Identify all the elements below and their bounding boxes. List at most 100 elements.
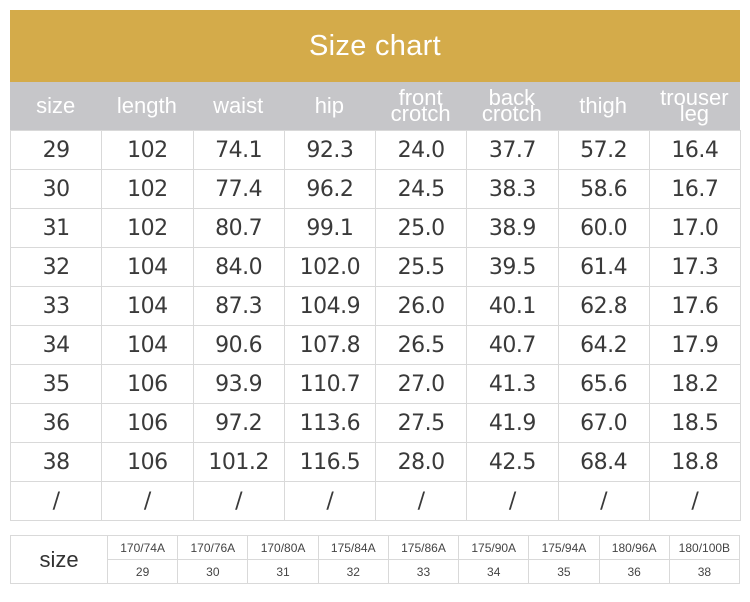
table-cell: 33 <box>9 286 103 326</box>
table-cell: / <box>283 481 377 521</box>
table-header-row: size length waist hip front crotch back crotc… <box>10 82 740 130</box>
table-cell: 17.3 <box>648 247 742 287</box>
table-cell: 104 <box>101 286 194 326</box>
table-row: 30 102 77.4 96.2 24.5 38.3 58.6 16.7 <box>9 169 742 209</box>
table-cell: 102.0 <box>283 247 377 287</box>
table-cell: 16.4 <box>648 130 742 170</box>
table-cell: 25.5 <box>374 247 468 287</box>
table-cell: 16.7 <box>648 169 742 209</box>
table-cell: 17.9 <box>648 325 742 365</box>
size-code-cell: 170/80A <box>247 535 319 560</box>
column-header: back crotch <box>481 85 542 126</box>
table-cell: 104.9 <box>283 286 377 326</box>
size-code-cell: 175/86A <box>387 535 460 560</box>
table-cell: 38 <box>9 442 103 482</box>
table-cell: 26.0 <box>374 286 468 326</box>
table-row: 36 106 97.2 113.6 27.5 41.9 67.0 18.5 <box>9 403 742 443</box>
table-cell: 40.1 <box>466 286 559 326</box>
table-cell: 32 <box>9 247 103 287</box>
table-cell: 102 <box>101 130 194 170</box>
table-cell: / <box>9 481 103 521</box>
size-number-cell: 33 <box>387 559 460 584</box>
column-header: length <box>116 93 177 118</box>
column-header: size <box>36 93 76 118</box>
table-cell: 65.6 <box>557 364 650 404</box>
size-code-cell: 175/90A <box>458 535 530 560</box>
size-code-cell: 170/76A <box>177 535 249 560</box>
table-cell: 24.0 <box>374 130 468 170</box>
size-number-cell: 38 <box>668 559 741 584</box>
table-row: / / / / / / / / <box>9 481 742 521</box>
size-code-table: size 170/74A 170/76A 170/80A 175/84A 175/86A… <box>10 535 741 584</box>
table-cell: 37.7 <box>466 130 559 170</box>
size-code-row: size 170/74A 170/76A 170/80A 175/84A 175/86A… <box>10 535 741 584</box>
table-row: 34 104 90.6 107.8 26.5 40.7 64.2 17.9 <box>9 325 742 365</box>
size-number-cell: 29 <box>106 559 179 584</box>
table-cell: 104 <box>101 247 194 287</box>
column-header: front crotch <box>390 85 451 126</box>
size-number-cell: 36 <box>598 559 670 584</box>
table-cell: 24.5 <box>374 169 468 209</box>
table-cell: 74.1 <box>192 130 285 170</box>
table-cell: 106 <box>101 403 194 443</box>
table-cell: 27.5 <box>374 403 468 443</box>
table-cell: 107.8 <box>283 325 377 365</box>
table-cell: 60.0 <box>557 208 650 248</box>
table-cell: / <box>192 481 285 521</box>
table-cell: 99.1 <box>283 208 377 248</box>
column-header: thigh <box>579 93 627 118</box>
size-chart-title-bar: Size chart <box>10 10 740 82</box>
table-cell: 26.5 <box>374 325 468 365</box>
size-code-cell: 180/96A <box>598 535 670 560</box>
table-cell: 113.6 <box>283 403 377 443</box>
table-cell: 68.4 <box>557 442 650 482</box>
table-cell: 106 <box>101 364 194 404</box>
table-cell: 17.0 <box>648 208 742 248</box>
table-cell: 36 <box>9 403 103 443</box>
table-row: 38 106 101.2 116.5 28.0 42.5 68.4 18.8 <box>9 442 742 482</box>
table-cell: 61.4 <box>557 247 650 287</box>
table-cell: 77.4 <box>192 169 285 209</box>
table-cell: 57.2 <box>557 130 650 170</box>
table-cell: 80.7 <box>192 208 285 248</box>
table-cell: 104 <box>101 325 194 365</box>
table-cell: 18.8 <box>648 442 742 482</box>
table-cell: 106 <box>101 442 194 482</box>
column-header: trouser leg <box>660 85 729 126</box>
size-code-cell: 170/74A <box>106 535 179 560</box>
table-cell: / <box>557 481 650 521</box>
column-header: waist <box>213 93 264 118</box>
size-number-cell: 30 <box>177 559 249 584</box>
table-cell: 62.8 <box>557 286 650 326</box>
table-cell: 87.3 <box>192 286 285 326</box>
table-cell: 40.7 <box>466 325 559 365</box>
table-cell: 27.0 <box>374 364 468 404</box>
size-code-cell: 175/94A <box>528 535 600 560</box>
table-cell: 31 <box>9 208 103 248</box>
size-code-label: size <box>10 535 108 584</box>
size-chart-table: 29 102 74.1 92.3 24.0 37.7 57.2 16.4 30 102 77.4 96… <box>9 130 742 521</box>
table-cell: 18.5 <box>648 403 742 443</box>
table-cell: 58.6 <box>557 169 650 209</box>
table-cell: / <box>648 481 742 521</box>
table-cell: 30 <box>9 169 103 209</box>
page-title: Size chart <box>309 29 441 62</box>
table-cell: 25.0 <box>374 208 468 248</box>
table-cell: 42.5 <box>466 442 559 482</box>
table-cell: 34 <box>9 325 103 365</box>
table-cell: 101.2 <box>192 442 285 482</box>
table-cell: 110.7 <box>283 364 377 404</box>
table-cell: 92.3 <box>283 130 377 170</box>
table-cell: 102 <box>101 208 194 248</box>
table-row: 29 102 74.1 92.3 24.0 37.7 57.2 16.4 <box>9 130 742 170</box>
table-cell: 29 <box>9 130 103 170</box>
table-row: 35 106 93.9 110.7 27.0 41.3 65.6 18.2 <box>9 364 742 404</box>
table-cell: 41.3 <box>466 364 559 404</box>
table-cell: 64.2 <box>557 325 650 365</box>
table-cell: 38.3 <box>466 169 559 209</box>
table-cell: 67.0 <box>557 403 650 443</box>
table-cell: 41.9 <box>466 403 559 443</box>
size-number-cell: 34 <box>458 559 530 584</box>
table-cell: 84.0 <box>192 247 285 287</box>
table-cell: / <box>466 481 559 521</box>
